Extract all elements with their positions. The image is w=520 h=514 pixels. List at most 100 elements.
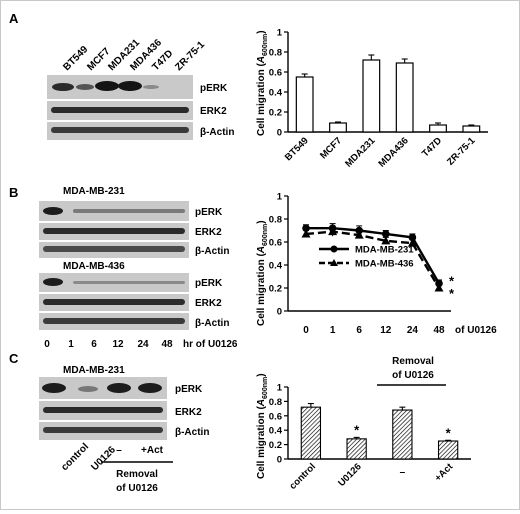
lane-label: 1 <box>68 339 74 350</box>
lane-label: control <box>59 441 91 473</box>
bar <box>395 62 414 133</box>
band <box>43 278 63 286</box>
blot-strip-perk <box>39 377 167 399</box>
band <box>43 228 185 234</box>
data-point <box>382 230 390 238</box>
blot-label-erk2: ERK2 <box>200 106 227 117</box>
lane-label: 24 <box>137 339 149 350</box>
blot-c: MDA-MB-231 pERK ERK2 β-Actin control U01… <box>39 365 209 494</box>
data-point <box>354 230 364 239</box>
band <box>42 383 66 393</box>
lane-label: +Act <box>141 445 164 456</box>
x-tick-label: 6 <box>356 325 362 336</box>
x-tick-label: 1 <box>330 325 336 336</box>
blot-label-erk2: ERK2 <box>195 227 222 238</box>
removal-label: of U0126 <box>392 370 434 381</box>
band <box>43 299 185 305</box>
removal-label: of U0126 <box>116 483 158 494</box>
lane-label: BT549 <box>61 44 90 73</box>
band <box>43 427 163 433</box>
blot-title-436: MDA-MB-436 <box>63 261 125 272</box>
blot-b-lane-labels: 0 1 6 12 24 48 hr of U0126 <box>44 339 238 350</box>
band <box>138 383 162 393</box>
panel-label-b: B <box>9 185 18 200</box>
significance-star: * <box>446 425 452 440</box>
y-tick-label: 0.8 <box>269 215 282 226</box>
data-point <box>355 226 364 235</box>
y-tick-label: 0.6 <box>269 238 282 249</box>
bar <box>300 406 322 460</box>
band <box>78 386 98 392</box>
significance-star: * <box>449 273 455 288</box>
blot-label-perk: pERK <box>200 83 228 94</box>
y-tick-label: 0.8 <box>269 397 282 408</box>
x-tick-label: – <box>400 467 406 478</box>
x-tick-label: 48 <box>433 325 445 336</box>
bar <box>362 59 381 133</box>
bar <box>392 409 413 460</box>
lane-suffix: hr of U0126 <box>183 339 238 350</box>
chart-a: Cell migration (A600nm) 0 0.2 0.4 0.6 0.8 1 BT… <box>256 28 488 170</box>
y-tick-label: 0.6 <box>269 68 282 79</box>
data-point <box>301 229 311 238</box>
significance-star: * <box>449 286 455 301</box>
data-point <box>434 283 444 292</box>
blot-label-perk: pERK <box>195 207 223 218</box>
band <box>43 407 163 413</box>
y-axis-label: Cell migration (A600nm) <box>256 30 269 136</box>
blot-label-perk: pERK <box>175 384 203 395</box>
band <box>43 207 63 215</box>
band <box>52 83 74 91</box>
y-tick-label: 0.2 <box>269 284 282 295</box>
blot-a-lane-labels: BT549 MCF7 MDA231 MDA436 T47D ZR-75-1 <box>61 37 207 73</box>
y-tick-label: 0 <box>277 455 282 466</box>
significance-star: * <box>354 422 360 437</box>
removal-label: Removal <box>392 356 434 367</box>
band <box>95 81 119 91</box>
lane-label: – <box>116 445 122 456</box>
legend-label: MDA-MB-231 <box>355 245 414 256</box>
x-tick-label: MCF7 <box>318 135 344 161</box>
series-line <box>306 226 441 285</box>
band <box>118 81 142 91</box>
data-point <box>328 227 338 236</box>
y-tick-label: 1 <box>277 192 283 203</box>
x-tick-label: ZR-75-1 <box>445 135 478 168</box>
y-tick-label: 1 <box>277 383 283 394</box>
bar <box>329 122 347 133</box>
blot-label-actin: β-Actin <box>195 246 229 257</box>
lane-label: 6 <box>91 339 97 350</box>
bar <box>295 76 314 133</box>
lane-label: MCF7 <box>85 46 112 73</box>
panel-label-a: A <box>9 11 19 26</box>
y-tick-label: 0 <box>277 307 282 318</box>
blot-label-perk: pERK <box>195 278 223 289</box>
y-tick-label: 0.8 <box>269 48 282 59</box>
bar <box>346 438 367 460</box>
y-tick-label: 0.6 <box>269 411 282 422</box>
bar <box>462 125 481 133</box>
band <box>51 107 189 113</box>
chart-c: Cell migration (A600nm) Removal of U0126… <box>256 356 471 492</box>
x-tick-label: 12 <box>380 325 392 336</box>
x-tick-label: 0 <box>303 325 309 336</box>
x-tick-label: MDA231 <box>343 135 378 170</box>
blot-label-actin: β-Actin <box>200 127 234 138</box>
y-tick-label: 0.4 <box>269 88 283 99</box>
x-tick-label: 24 <box>407 325 419 336</box>
lane-label: 48 <box>161 339 173 350</box>
data-point <box>381 236 391 245</box>
blot-label-actin: β-Actin <box>175 427 209 438</box>
lane-label: ZR-75-1 <box>173 39 207 73</box>
y-axis-label: Cell migration (A600nm) <box>256 373 269 479</box>
band <box>51 127 189 133</box>
blot-title: MDA-MB-231 <box>63 365 125 376</box>
bar <box>429 124 447 133</box>
x-tick-label: U0126 <box>336 461 364 489</box>
x-tick-label: control <box>287 461 318 492</box>
blot-a: BT549 MCF7 MDA231 MDA436 T47D ZR-75-1 pE… <box>47 37 234 140</box>
y-tick-label: 0.2 <box>269 440 282 451</box>
band <box>73 281 185 284</box>
blot-label-erk2: ERK2 <box>195 298 222 309</box>
